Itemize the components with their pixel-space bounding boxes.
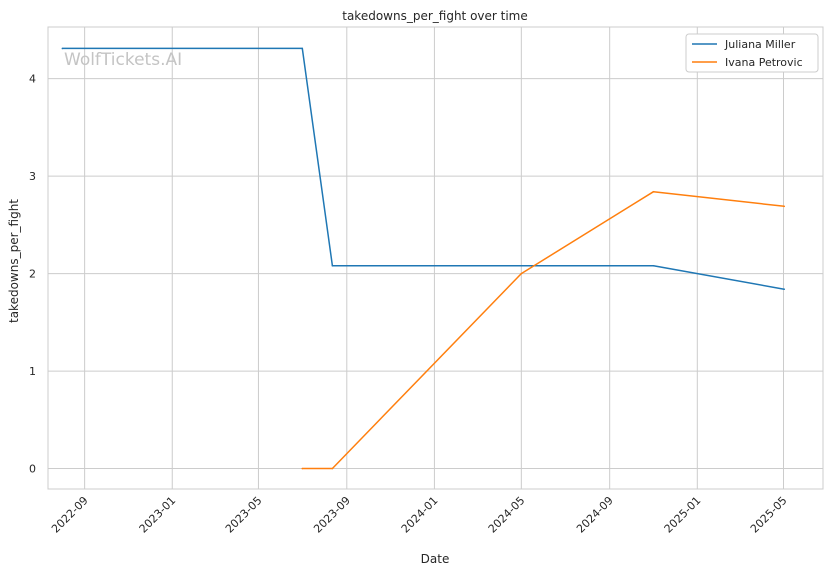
x-axis-title: Date <box>421 552 450 566</box>
gridlines <box>48 27 823 489</box>
plot-frame <box>47 26 824 490</box>
y-tick-labels: 0 1 2 3 4 <box>29 73 36 476</box>
chart-title: takedowns_per_fight over time <box>342 9 528 23</box>
legend-box <box>685 33 819 73</box>
y-tick-label-1: 1 <box>29 365 36 378</box>
data-point-juliana-miller-0 <box>61 47 64 50</box>
data-point-ivana-petrovic-0 <box>301 467 304 470</box>
data-point-ivana-petrovic-3 <box>652 190 655 193</box>
y-tick-label-2: 2 <box>29 268 36 281</box>
watermark: WolfTickets.AI <box>64 50 182 70</box>
y-axis-title: takedowns_per_fight <box>7 199 21 323</box>
y-tick-label-3: 3 <box>29 170 36 183</box>
data-point-ivana-petrovic-2 <box>520 272 523 275</box>
data-point-ivana-petrovic-1 <box>331 467 334 470</box>
legend-label-ivana-petrovic: Ivana Petrovic <box>725 56 803 69</box>
legend-label-juliana-miller: Juliana Miller <box>724 38 796 51</box>
data-point-ivana-petrovic-4 <box>783 205 786 208</box>
data-point-juliana-miller-3 <box>652 264 655 267</box>
data-point-juliana-miller-4 <box>783 288 786 290</box>
y-tick-label-0: 0 <box>29 463 36 476</box>
y-tick-label-4: 4 <box>29 73 36 86</box>
data-point-juliana-miller-2 <box>331 264 334 267</box>
series-lines <box>61 47 786 470</box>
data-point-juliana-miller-1 <box>301 47 304 50</box>
legend: Juliana Miller Ivana Petrovic <box>685 33 819 73</box>
